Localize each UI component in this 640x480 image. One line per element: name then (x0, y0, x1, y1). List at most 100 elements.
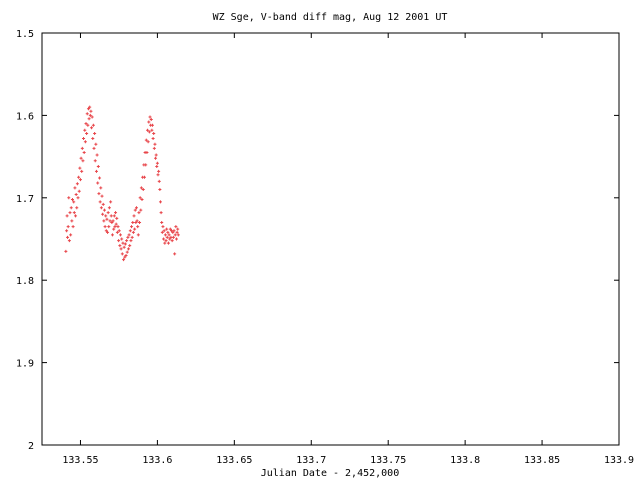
data-point (145, 150, 149, 154)
data-point (77, 175, 81, 179)
y-tick-label: 1.5 (16, 29, 34, 40)
data-point (93, 132, 97, 136)
data-point (133, 208, 137, 212)
data-point (70, 219, 74, 223)
data-point (101, 212, 105, 216)
data-point (84, 122, 88, 126)
x-tick-label: 133.65 (216, 455, 252, 466)
data-point (152, 146, 156, 150)
data-point (131, 230, 135, 234)
data-point (108, 219, 112, 223)
data-point (93, 159, 97, 163)
data-point (146, 128, 150, 132)
data-point (134, 221, 138, 225)
data-point (171, 230, 175, 234)
data-point (173, 233, 177, 237)
data-point (144, 163, 148, 167)
data-point (106, 211, 110, 215)
data-point (158, 200, 162, 204)
data-point (109, 214, 113, 218)
data-point (72, 211, 76, 215)
data-point (83, 140, 87, 144)
data-point (147, 120, 151, 124)
data-point (104, 229, 108, 233)
data-point (162, 237, 166, 241)
x-axis-label: Julian Date - 2,452,000 (261, 468, 399, 479)
data-point (85, 112, 89, 116)
data-point (165, 235, 169, 239)
data-point (95, 153, 99, 157)
data-point (92, 146, 96, 150)
data-point (90, 126, 94, 130)
data-point (161, 225, 165, 229)
data-point (98, 200, 102, 204)
data-point (132, 214, 136, 218)
data-point (139, 208, 143, 212)
data-point (69, 233, 73, 237)
data-point (148, 115, 152, 119)
y-tick-label: 1.9 (16, 359, 34, 370)
data-point (70, 197, 74, 201)
data-point (117, 239, 121, 243)
data-point (81, 159, 85, 163)
data-point (166, 241, 170, 245)
data-point (144, 138, 148, 142)
data-point (116, 225, 120, 229)
data-point (101, 202, 105, 206)
data-point (91, 136, 95, 140)
x-tick-label: 133.8 (450, 455, 480, 466)
data-point (157, 179, 161, 183)
data-point (151, 136, 155, 140)
data-point (142, 175, 146, 179)
data-point (134, 206, 138, 210)
data-point (112, 214, 116, 218)
data-point (155, 164, 159, 168)
data-point (131, 221, 135, 225)
data-point (105, 217, 109, 221)
data-point (160, 221, 164, 225)
data-point (75, 182, 79, 186)
data-point (97, 192, 101, 196)
data-point (152, 132, 156, 136)
data-point (83, 128, 87, 132)
data-point (76, 196, 80, 200)
data-point (138, 221, 142, 225)
data-point (123, 255, 127, 259)
data-point (113, 225, 117, 229)
data-point (150, 123, 154, 127)
data-point (126, 247, 130, 251)
data-point (112, 227, 116, 231)
data-point (102, 208, 106, 212)
data-point (125, 239, 129, 243)
data-point (106, 230, 110, 234)
data-point (74, 214, 78, 218)
data-point (82, 150, 86, 154)
data-point (137, 211, 141, 215)
data-point (163, 233, 167, 237)
x-tick-label: 133.85 (524, 455, 560, 466)
data-point (68, 211, 72, 215)
data-point (80, 146, 84, 150)
data-point (156, 173, 160, 177)
data-point (109, 200, 113, 204)
data-point (80, 169, 84, 173)
x-tick-label: 133.6 (142, 455, 172, 466)
data-point (69, 206, 73, 210)
data-point (121, 241, 125, 245)
data-point (163, 241, 167, 245)
data-point (172, 229, 176, 233)
data-point (149, 118, 153, 122)
data-point (100, 194, 104, 198)
data-point (166, 230, 170, 234)
data-point (94, 169, 98, 173)
data-point (74, 193, 78, 197)
data-point (85, 132, 89, 136)
x-tick-label: 133.7 (296, 455, 326, 466)
y-tick-label: 1.6 (16, 111, 34, 122)
data-point (87, 117, 91, 121)
plot-frame (41, 32, 620, 446)
data-point (162, 229, 166, 233)
data-point (176, 233, 180, 237)
data-point (122, 258, 126, 262)
